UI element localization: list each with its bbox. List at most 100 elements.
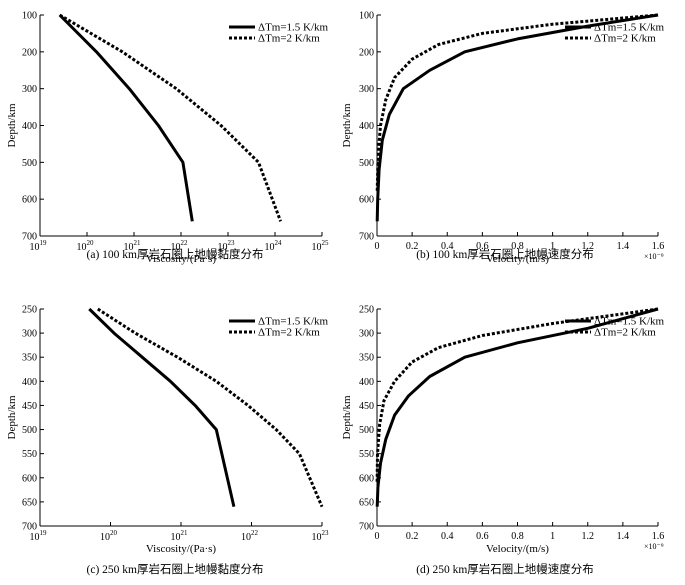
y-tick-label: 200 (22, 47, 37, 58)
x-tick-label: 0.8 (511, 241, 524, 252)
series-line-dTm-1-5 (375, 307, 659, 507)
x-tick-label: 0.4 (441, 241, 454, 252)
x-tick-base: 10 (312, 532, 322, 543)
x-tick-base: 10 (77, 242, 87, 253)
legend-label: ΔTm=2 K/km (594, 33, 656, 45)
x-tick-exponent: 19 (40, 529, 48, 537)
x-tick-label: 0.2 (406, 241, 419, 252)
x-tick-base: 10 (124, 242, 134, 253)
x-tick-label: 0.8 (511, 531, 524, 542)
y-tick-label: 600 (359, 195, 374, 206)
x-tick-label: 1 (550, 241, 555, 252)
x-axis-label: Velocity/(m/s) (486, 543, 549, 555)
legend-label: ΔTm=1.5 K/km (258, 316, 329, 328)
series-line-dTm-2 (375, 307, 659, 483)
x-tick-label: 1020 (100, 529, 118, 543)
y-tick-label: 100 (359, 11, 374, 22)
x-tick-label: 1021 (171, 529, 189, 543)
x-tick-label: 1025 (312, 239, 330, 253)
y-tick-label: 500 (359, 158, 374, 169)
legend-label: ΔTm=2 K/km (258, 33, 320, 45)
y-tick-label: 600 (22, 473, 37, 484)
legend-label: ΔTm=2 K/km (258, 327, 320, 339)
y-tick-label: 650 (22, 497, 37, 508)
y-tick-label: 700 (359, 232, 374, 243)
y-tick-label: 500 (22, 158, 37, 169)
x-tick-base: 10 (312, 242, 322, 253)
legend-label: ΔTm=2 K/km (594, 327, 656, 339)
x-tick-exponent: 23 (322, 529, 330, 537)
x-tick-label: 1019 (30, 239, 48, 253)
x-tick-base: 10 (171, 532, 181, 543)
x-tick-label: 1022 (241, 529, 259, 543)
x-tick-label: 0.2 (406, 531, 419, 542)
y-tick-label: 550 (22, 449, 37, 460)
y-tick-label: 250 (22, 305, 37, 316)
x-tick-exponent: 20 (110, 529, 118, 537)
x-tick-exponent: 21 (134, 239, 142, 247)
x-tick-label: 0.6 (476, 531, 489, 542)
x-tick-exponent: 22 (181, 239, 189, 247)
x-tick-base: 10 (265, 242, 275, 253)
y-tick-label: 500 (359, 425, 374, 436)
x-tick-exponent: 22 (251, 529, 259, 537)
y-tick-label: 400 (359, 377, 374, 388)
x-tick-label: 0.6 (476, 241, 489, 252)
y-tick-label: 350 (22, 353, 37, 364)
x-tick-label: 1 (550, 531, 555, 542)
x-tick-label: 0 (375, 531, 380, 542)
y-tick-label: 700 (22, 232, 37, 243)
series-line-dTm-2 (58, 13, 283, 222)
x-tick-base: 10 (100, 532, 110, 543)
legend-label: ΔTm=1.5 K/km (594, 316, 665, 328)
x-axis-label: Velocity/(m/s) (486, 253, 549, 265)
x-tick-label: 1024 (265, 239, 283, 253)
x-axis-label: Viscosity/(Pa·s) (146, 253, 217, 265)
y-tick-label: 700 (22, 522, 37, 533)
x-tick-exponent: 25 (322, 239, 330, 247)
x-tick-label: 1.6 (652, 241, 665, 252)
legend-label: ΔTm=1.5 K/km (258, 22, 329, 34)
x-tick-label: 1023 (218, 239, 236, 253)
chart-caption: (c) 250 km厚岩石圈上地幔黏度分布 (87, 562, 264, 576)
y-tick-label: 100 (22, 11, 37, 22)
x-tick-base: 10 (30, 532, 40, 543)
x-multiplier: ×10⁻⁹ (644, 252, 664, 261)
chart-caption: (b) 100 km厚岩石圈上地幔速度分布 (416, 247, 594, 261)
legend-label: ΔTm=1.5 K/km (594, 22, 665, 34)
y-axis-label: Depth/km (6, 103, 18, 147)
x-tick-label: 1020 (77, 239, 95, 253)
series-line-dTm-2 (96, 307, 324, 508)
x-tick-label: 1.2 (582, 531, 595, 542)
series-line-dTm-1-5 (58, 13, 194, 222)
series-line-dTm-1-5 (375, 13, 659, 222)
x-tick-label: 0 (375, 241, 380, 252)
x-multiplier: ×10⁻⁹ (644, 542, 664, 551)
series-line-dTm-1-5 (88, 307, 236, 508)
x-tick-exponent: 23 (228, 239, 236, 247)
y-tick-label: 250 (359, 305, 374, 316)
x-tick-base: 10 (241, 532, 251, 543)
y-axis-label: Depth/km (6, 395, 18, 439)
x-tick-exponent: 19 (40, 239, 48, 247)
y-axis-label: Depth/km (341, 103, 353, 147)
x-tick-label: 1022 (171, 239, 189, 253)
x-tick-base: 10 (30, 242, 40, 253)
y-tick-label: 500 (22, 425, 37, 436)
y-tick-label: 300 (22, 84, 37, 95)
x-tick-label: 1.6 (652, 531, 665, 542)
x-tick-label: 1019 (30, 529, 48, 543)
y-tick-label: 450 (22, 401, 37, 412)
y-tick-label: 600 (359, 473, 374, 484)
series-line-dTm-2 (375, 13, 659, 192)
x-tick-label: 1.2 (582, 241, 595, 252)
y-tick-label: 700 (359, 522, 374, 533)
y-tick-label: 200 (359, 47, 374, 58)
y-tick-label: 300 (359, 84, 374, 95)
x-tick-exponent: 21 (181, 529, 189, 537)
y-axis-label: Depth/km (341, 395, 353, 439)
